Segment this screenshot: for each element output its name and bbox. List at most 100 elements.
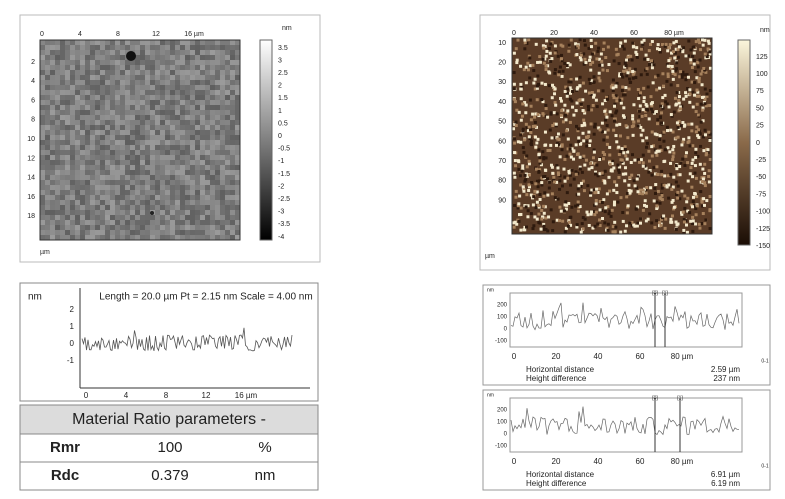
pixel bbox=[563, 113, 567, 117]
pixel bbox=[665, 63, 669, 67]
pixel bbox=[689, 58, 693, 62]
pixel bbox=[641, 192, 645, 196]
pixel bbox=[230, 215, 235, 220]
x-tick-label: 60 bbox=[636, 352, 645, 361]
pixel bbox=[590, 108, 594, 112]
pixel bbox=[682, 137, 686, 141]
pixel bbox=[613, 220, 617, 224]
pixel bbox=[536, 112, 540, 116]
pixel bbox=[673, 73, 677, 77]
pixel bbox=[680, 75, 684, 79]
pixel bbox=[688, 211, 692, 215]
pixel bbox=[230, 185, 235, 190]
pixel bbox=[40, 90, 45, 95]
pixel bbox=[135, 175, 140, 180]
pixel bbox=[533, 124, 537, 128]
pixel bbox=[215, 150, 220, 155]
pixel bbox=[135, 210, 140, 215]
pixel bbox=[45, 165, 50, 170]
pixel bbox=[641, 164, 645, 168]
pixel bbox=[85, 110, 90, 115]
pixel bbox=[85, 170, 90, 175]
pixel bbox=[125, 70, 130, 75]
pixel bbox=[645, 72, 649, 76]
pixel bbox=[175, 65, 180, 70]
pixel bbox=[40, 50, 45, 55]
pixel bbox=[70, 110, 75, 115]
pixel bbox=[170, 220, 175, 225]
pixel bbox=[110, 215, 115, 220]
pixel bbox=[205, 160, 210, 165]
pixel bbox=[650, 154, 654, 158]
pixel bbox=[537, 179, 541, 183]
pixel bbox=[190, 45, 195, 50]
pixel bbox=[691, 90, 695, 94]
pixel bbox=[85, 115, 90, 120]
pixel bbox=[587, 108, 591, 112]
pixel bbox=[125, 130, 130, 135]
pixel bbox=[523, 101, 527, 105]
pixel bbox=[135, 85, 140, 90]
pixel bbox=[581, 98, 585, 102]
pixel bbox=[60, 230, 65, 235]
pixel bbox=[598, 63, 602, 67]
pixel bbox=[70, 75, 75, 80]
pixel bbox=[145, 130, 150, 135]
pixel bbox=[125, 150, 130, 155]
pixel bbox=[536, 185, 540, 189]
pixel bbox=[100, 55, 105, 60]
measure-label: Horizontal distance bbox=[526, 365, 595, 374]
pixel bbox=[145, 120, 150, 125]
pixel bbox=[684, 151, 688, 155]
pixel bbox=[565, 203, 569, 207]
pixel bbox=[130, 150, 135, 155]
pixel bbox=[40, 155, 45, 160]
pixel bbox=[603, 210, 607, 214]
pixel bbox=[70, 190, 75, 195]
pixel bbox=[637, 109, 641, 113]
pixel bbox=[708, 194, 712, 198]
pixel bbox=[115, 220, 120, 225]
pixel bbox=[672, 207, 676, 211]
pixel bbox=[100, 205, 105, 210]
pixel bbox=[596, 89, 600, 93]
pixel bbox=[650, 145, 654, 149]
pixel bbox=[694, 176, 698, 180]
pixel bbox=[200, 100, 205, 105]
pixel bbox=[220, 75, 225, 80]
pixel bbox=[547, 215, 551, 219]
pixel bbox=[225, 90, 230, 95]
pixel bbox=[40, 195, 45, 200]
pixel bbox=[235, 200, 240, 205]
pixel bbox=[514, 164, 518, 168]
pixel bbox=[667, 196, 671, 200]
pixel bbox=[120, 70, 125, 75]
pixel bbox=[205, 165, 210, 170]
pixel bbox=[205, 100, 210, 105]
pixel bbox=[526, 68, 530, 72]
pixel bbox=[668, 57, 672, 61]
pixel bbox=[624, 64, 628, 68]
pixel bbox=[571, 105, 575, 109]
pixel bbox=[65, 190, 70, 195]
pixel bbox=[190, 125, 195, 130]
pixel bbox=[689, 203, 693, 207]
pixel bbox=[95, 205, 100, 210]
pixel bbox=[120, 55, 125, 60]
pixel bbox=[40, 160, 45, 165]
pixel bbox=[639, 47, 643, 51]
x-tick-label: 0 bbox=[84, 391, 89, 400]
pixel bbox=[565, 176, 569, 180]
pixel bbox=[614, 94, 618, 98]
pixel bbox=[215, 110, 220, 115]
pixel bbox=[220, 95, 225, 100]
pixel bbox=[45, 120, 50, 125]
pixel bbox=[85, 40, 90, 45]
pixel bbox=[80, 135, 85, 140]
measure-value: 2.59 µm bbox=[711, 365, 740, 374]
pixel bbox=[180, 55, 185, 60]
pixel bbox=[220, 55, 225, 60]
pixel bbox=[45, 55, 50, 60]
pixel bbox=[65, 200, 70, 205]
pixel bbox=[210, 100, 215, 105]
